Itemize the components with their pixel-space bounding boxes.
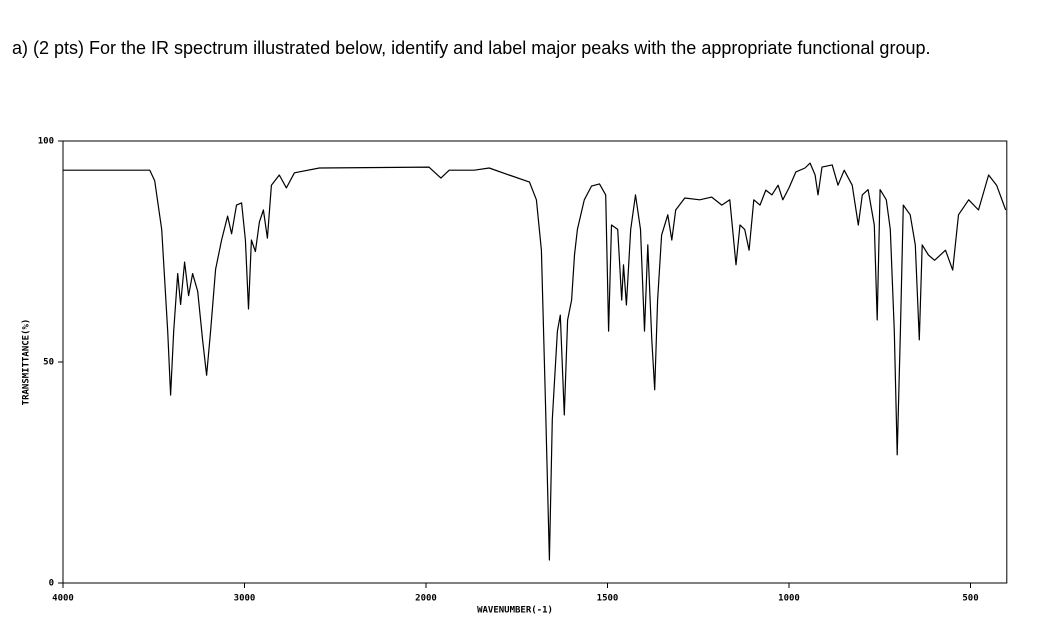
x-axis-label: WAVENUMBER(-1) [477,606,553,616]
y-tick-label: 0 [49,579,54,589]
x-tick-label: 2000 [415,594,437,604]
y-axis-label: TRANSMITTANCE(%) [22,319,32,406]
y-tick-label: 50 [43,358,54,368]
x-tick-label: 500 [962,594,978,604]
x-tick-label: 1500 [597,594,619,604]
y-tick-label: 100 [38,137,54,147]
x-tick-label: 4000 [52,594,74,604]
spectrum-line [63,162,1007,561]
question-text: a) (2 pts) For the IR spectrum illustrat… [12,38,931,58]
x-tick-label: 1000 [778,594,800,604]
x-tick-label: 3000 [234,594,256,604]
